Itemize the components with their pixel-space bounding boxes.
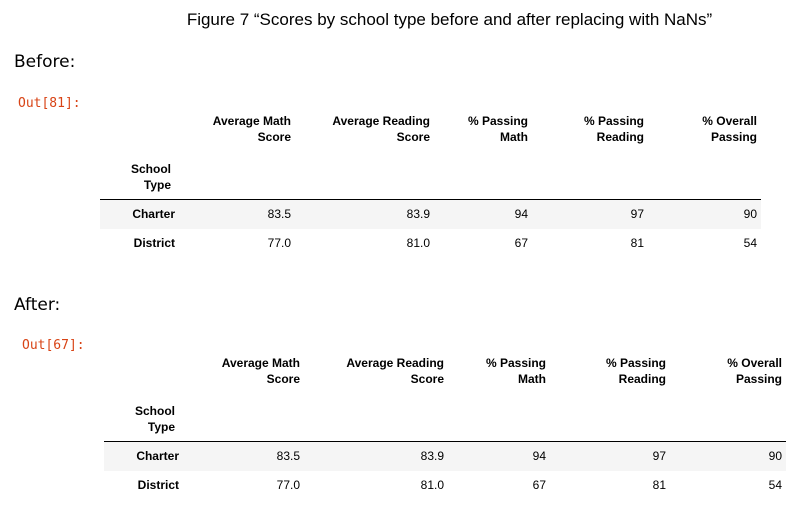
cell: 90 — [648, 199, 761, 229]
before-index-header-row: School Type — [100, 153, 761, 200]
table-row: District 77.0 81.0 67 81 54 — [104, 471, 786, 500]
after-col-header-avg-math: Average Math Score — [221, 356, 300, 386]
cell: 67 — [514, 236, 528, 250]
after-output-prompt: Out[67]: — [22, 338, 85, 353]
after-blank-header — [104, 355, 179, 395]
cell: 81 — [630, 236, 644, 250]
cell: 67 — [532, 478, 546, 492]
before-col-header-avg-reading: Average Reading Score — [332, 114, 430, 144]
row-index: Charter — [100, 199, 175, 229]
before-col-header-pct-math: % Passing Math — [467, 114, 528, 144]
before-blank-header — [100, 113, 175, 153]
cell: 83.9 — [295, 199, 434, 229]
cell: 83.5 — [175, 199, 295, 229]
row-index: District — [137, 478, 179, 492]
table-row: District 77.0 81.0 67 81 54 — [100, 229, 761, 258]
after-col-header-pct-math: % Passing Math — [485, 356, 546, 386]
after-dataframe-table: Average Math Score Average Reading Score %… — [104, 355, 786, 500]
cell: 83.5 — [179, 441, 304, 471]
cell: 83.9 — [304, 441, 448, 471]
cell: 54 — [743, 236, 757, 250]
cell: 77.0 — [267, 236, 291, 250]
after-col-header-pct-overall: % Overall Passing — [727, 356, 782, 386]
cell: 97 — [550, 441, 670, 471]
row-index: District — [133, 236, 175, 250]
table-row: Charter 83.5 83.9 94 97 90 — [100, 199, 761, 229]
cell: 54 — [768, 478, 782, 492]
before-col-header-pct-reading: % Passing Reading — [583, 114, 644, 144]
cell: 97 — [532, 199, 648, 229]
figure-caption: Figure 7 “Scores by school type before a… — [186, 10, 713, 29]
cell: 81.0 — [420, 478, 444, 492]
cell: 94 — [448, 441, 550, 471]
after-index-header: School Type — [134, 404, 175, 434]
after-col-header-avg-reading: Average Reading Score — [346, 356, 444, 386]
after-index-header-row: School Type — [104, 395, 786, 442]
before-column-header-row: Average Math Score Average Reading Score %… — [100, 113, 761, 153]
cell: 90 — [670, 441, 786, 471]
before-dataframe-table: Average Math Score Average Reading Score %… — [100, 113, 761, 258]
before-col-header-avg-math: Average Math Score — [212, 114, 291, 144]
table-row: Charter 83.5 83.9 94 97 90 — [104, 441, 786, 471]
after-label: After: — [14, 295, 61, 315]
before-label: Before: — [14, 52, 76, 72]
after-column-header-row: Average Math Score Average Reading Score %… — [104, 355, 786, 395]
cell: 81 — [652, 478, 666, 492]
cell: 81.0 — [406, 236, 430, 250]
cell: 77.0 — [276, 478, 300, 492]
after-col-header-pct-reading: % Passing Reading — [605, 356, 666, 386]
before-index-header: School Type — [130, 162, 171, 192]
before-col-header-pct-overall: % Overall Passing — [702, 114, 757, 144]
cell: 94 — [434, 199, 532, 229]
row-index: Charter — [104, 441, 179, 471]
before-output-prompt: Out[81]: — [18, 96, 81, 111]
